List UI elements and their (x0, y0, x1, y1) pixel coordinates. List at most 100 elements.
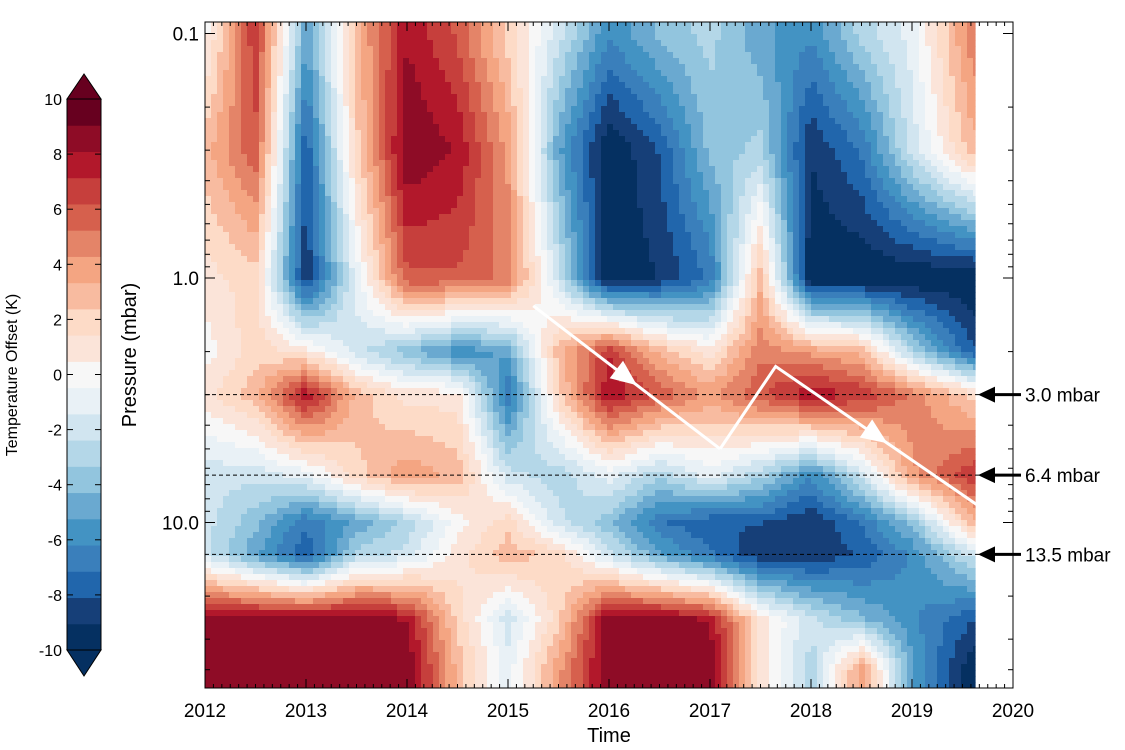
heatmap-cell (757, 172, 764, 179)
heatmap-cell (547, 172, 554, 179)
heatmap-cell (433, 106, 440, 113)
heatmap-cell (625, 64, 632, 71)
heatmap-cell (871, 64, 878, 71)
heatmap-cell (517, 82, 524, 89)
heatmap-cell (415, 208, 422, 215)
heatmap-cell (379, 166, 386, 173)
heatmap-cell (403, 106, 410, 113)
heatmap-cell (931, 142, 938, 149)
heatmap-cell (685, 40, 692, 47)
heatmap-cell (325, 82, 332, 89)
heatmap-cell (835, 106, 842, 113)
heatmap-cell (775, 154, 782, 161)
heatmap-cell (781, 232, 788, 239)
heatmap-cell (283, 238, 290, 245)
heatmap-cell (667, 70, 674, 77)
heatmap-cell (523, 238, 530, 245)
heatmap-cell (559, 232, 566, 239)
heatmap-cell (769, 232, 776, 239)
heatmap-cell (625, 46, 632, 53)
heatmap-cell (313, 82, 320, 89)
heatmap-cell (697, 124, 704, 131)
heatmap-cell (319, 100, 326, 107)
heatmap-cell (415, 196, 422, 203)
heatmap-cell (565, 160, 572, 167)
heatmap-cell (793, 142, 800, 149)
heatmap-cell (205, 88, 212, 95)
heatmap-cell (499, 178, 506, 185)
heatmap-cell (355, 196, 362, 203)
heatmap-cell (847, 40, 854, 47)
heatmap-cell (859, 100, 866, 107)
heatmap-cell (277, 28, 284, 35)
heatmap-cell (631, 130, 638, 137)
heatmap-cell (463, 28, 470, 35)
heatmap-cell (727, 124, 734, 131)
heatmap-cell (547, 64, 554, 71)
heatmap-cell (685, 106, 692, 113)
heatmap-cell (535, 142, 542, 149)
heatmap-cell (679, 214, 686, 221)
heatmap-cell (337, 226, 344, 233)
heatmap-cell (817, 100, 824, 107)
heatmap-cell (535, 136, 542, 143)
heatmap-cell (895, 226, 902, 233)
heatmap-cell (919, 202, 926, 209)
heatmap-cell (661, 160, 668, 167)
heatmap-cell (613, 100, 620, 107)
heatmap-cell (775, 232, 782, 239)
heatmap-cell (499, 130, 506, 137)
heatmap-cell (967, 118, 974, 125)
heatmap-cell (811, 94, 818, 101)
heatmap-cell (379, 130, 386, 137)
heatmap-cell (751, 214, 758, 221)
heatmap-cell (229, 142, 236, 149)
heatmap-cell (511, 94, 518, 101)
heatmap-cell (877, 22, 884, 29)
heatmap-cell (499, 94, 506, 101)
heatmap-cell (637, 154, 644, 161)
heatmap-cell (619, 160, 626, 167)
heatmap-cell (637, 142, 644, 149)
heatmap-cell (343, 46, 350, 53)
heatmap-cell (895, 196, 902, 203)
heatmap-cell (325, 202, 332, 209)
heatmap-cell (967, 106, 974, 113)
heatmap-cell (817, 226, 824, 233)
heatmap-cell (787, 232, 794, 239)
heatmap-cell (361, 226, 368, 233)
heatmap-cell (481, 112, 488, 119)
heatmap-cell (973, 100, 976, 107)
heatmap-cell (253, 178, 260, 185)
heatmap-cell (373, 238, 380, 245)
heatmap-cell (487, 154, 494, 161)
heatmap-cell (355, 220, 362, 227)
heatmap-cell (727, 22, 734, 29)
heatmap-cell (805, 220, 812, 227)
heatmap-cell (523, 64, 530, 71)
heatmap-cell (697, 70, 704, 77)
heatmap-cell (391, 244, 398, 251)
heatmap-cell (427, 40, 434, 47)
heatmap-cell (841, 130, 848, 137)
heatmap-cell (553, 118, 560, 125)
heatmap-cell (733, 142, 740, 149)
heatmap-cell (967, 94, 974, 101)
heatmap-cell (859, 70, 866, 77)
heatmap-cell (745, 94, 752, 101)
heatmap-cell (475, 28, 482, 35)
heatmap-cell (901, 184, 908, 191)
heatmap-cell (229, 70, 236, 77)
heatmap-cell (409, 28, 416, 35)
heatmap-cell (919, 184, 926, 191)
heatmap-cell (295, 46, 302, 53)
heatmap-cell (889, 40, 896, 47)
heatmap-cell (889, 58, 896, 65)
heatmap-cell (703, 172, 710, 179)
heatmap-cell (817, 166, 824, 173)
heatmap-cell (601, 178, 608, 185)
heatmap-cell (709, 142, 716, 149)
heatmap-cell (601, 70, 608, 77)
heatmap-cell (595, 214, 602, 221)
heatmap-cell (811, 58, 818, 65)
